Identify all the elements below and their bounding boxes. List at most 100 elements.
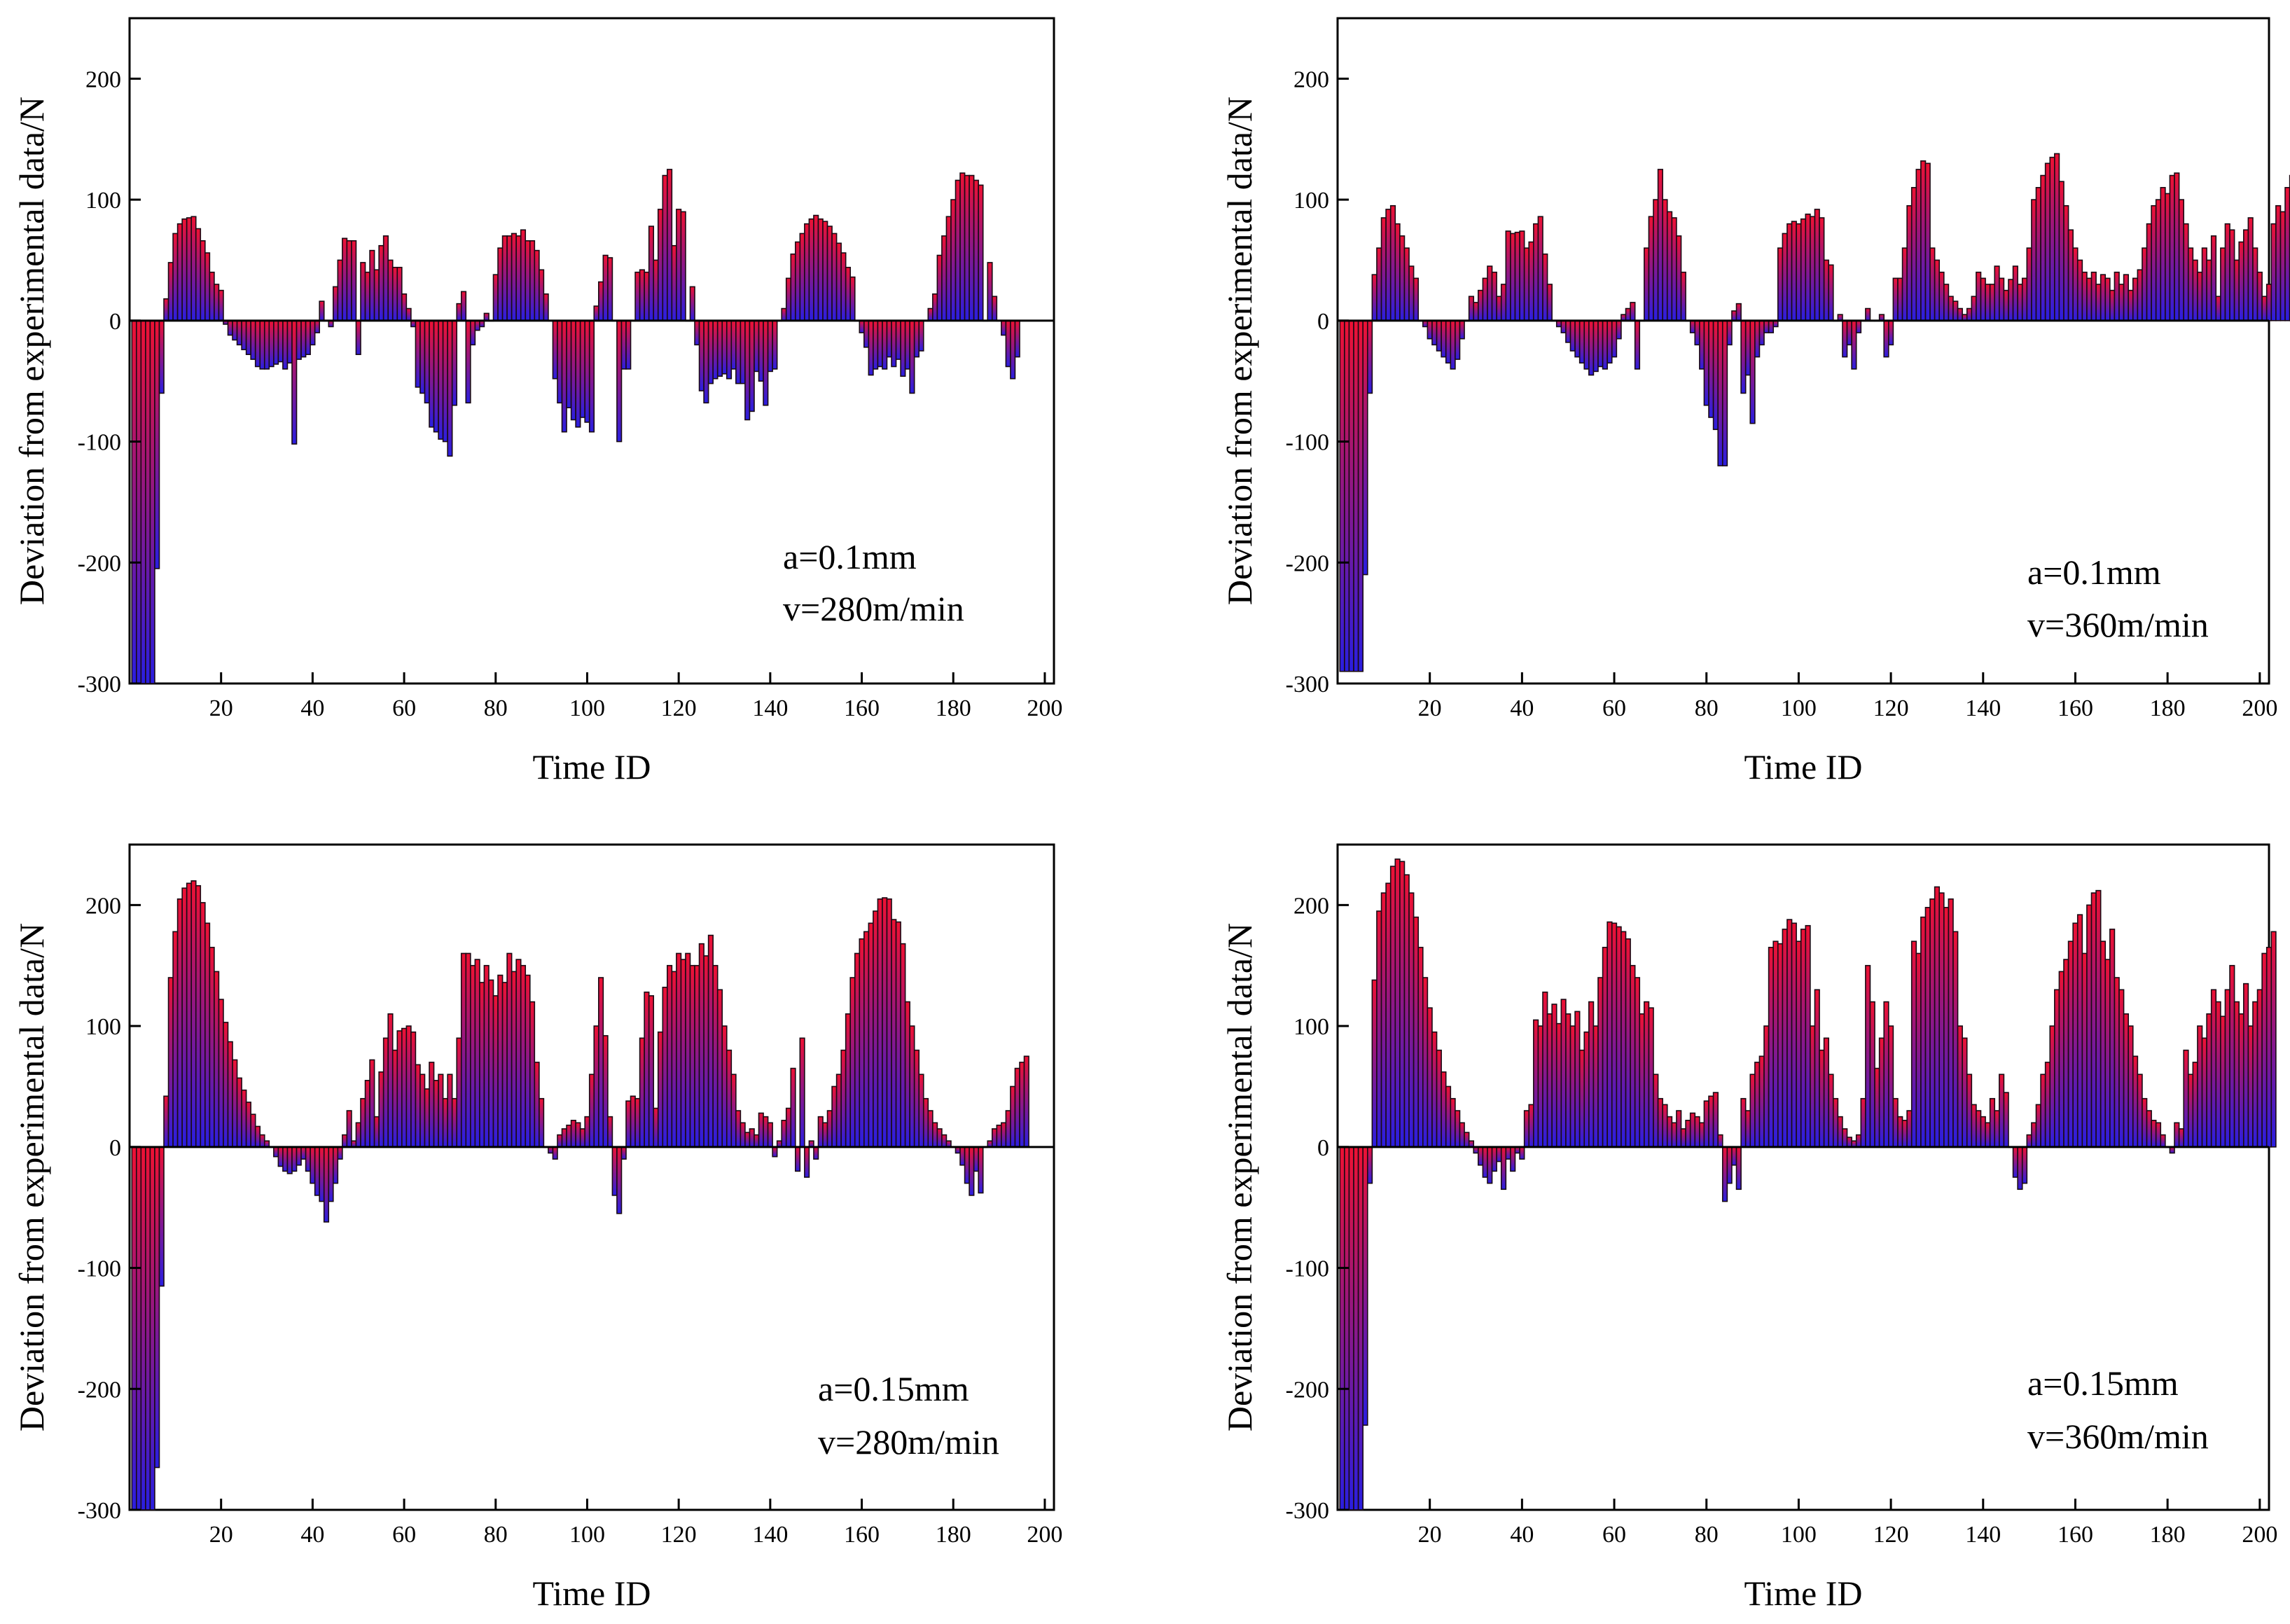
bar xyxy=(1413,916,1420,1148)
bar xyxy=(557,1134,563,1148)
bar xyxy=(758,320,764,382)
bar xyxy=(1985,284,1991,321)
bar xyxy=(1380,892,1387,1148)
bar xyxy=(1514,231,1520,321)
bar xyxy=(644,991,650,1148)
bar xyxy=(2081,952,2088,1148)
bar xyxy=(1976,1110,1982,1148)
bar xyxy=(1915,169,1922,321)
bar xyxy=(849,977,856,1148)
bar xyxy=(2026,247,2032,321)
bar xyxy=(456,303,462,321)
bar xyxy=(2100,274,2107,321)
y-tick-label: 0 xyxy=(1317,309,1329,335)
bar xyxy=(1855,1134,1862,1148)
bar xyxy=(1842,1128,1848,1148)
bar xyxy=(840,1049,847,1148)
x-tick-label: 160 xyxy=(844,695,880,721)
bar xyxy=(2128,289,2134,321)
bar xyxy=(845,1013,852,1148)
bar xyxy=(1482,1146,1488,1178)
bar xyxy=(2067,229,2074,321)
bar xyxy=(1685,1120,1691,1148)
bar xyxy=(735,320,742,384)
bar xyxy=(2183,223,2189,321)
bar xyxy=(1560,999,1567,1148)
bar xyxy=(227,1041,233,1148)
x-tick-label: 100 xyxy=(569,1522,605,1548)
bar xyxy=(1948,296,1954,321)
x-tick-label: 60 xyxy=(392,695,416,721)
bar xyxy=(525,974,531,1148)
bar xyxy=(978,184,984,321)
bar xyxy=(817,1116,824,1148)
x-tick-label: 120 xyxy=(1873,695,1909,721)
bar xyxy=(223,1022,229,1148)
bar xyxy=(286,1146,293,1174)
bar xyxy=(826,225,833,321)
bar xyxy=(685,952,691,1148)
bar xyxy=(2109,289,2116,321)
bar xyxy=(273,320,279,365)
bar xyxy=(2095,889,2102,1148)
annotation-depth: a=0.1mm xyxy=(2027,553,2161,592)
bar xyxy=(1523,247,1530,321)
bar xyxy=(1717,1134,1723,1148)
bar xyxy=(2063,204,2069,321)
bar xyxy=(506,952,513,1148)
bar xyxy=(1413,277,1420,321)
bar xyxy=(1357,1146,1364,1511)
bar xyxy=(712,964,719,1148)
bar xyxy=(1915,952,1922,1148)
bar xyxy=(932,1122,938,1148)
bar xyxy=(200,240,206,321)
bar xyxy=(1533,1019,1539,1148)
bar xyxy=(707,320,714,384)
bar xyxy=(1694,320,1700,346)
bar xyxy=(254,320,261,368)
bar xyxy=(1671,217,1677,321)
bar xyxy=(863,931,870,1148)
bar xyxy=(950,199,957,321)
bar xyxy=(131,1146,137,1511)
bar xyxy=(2160,1134,2166,1148)
bar xyxy=(369,1059,375,1148)
bar xyxy=(2040,1074,2046,1148)
bar xyxy=(1901,247,1908,321)
bar xyxy=(2220,247,2226,321)
bar xyxy=(136,320,142,684)
bar xyxy=(1417,947,1424,1148)
x-tick-label: 100 xyxy=(1781,695,1817,721)
bar xyxy=(1639,1013,1645,1148)
bar xyxy=(698,943,705,1148)
bar-series xyxy=(1339,858,2277,1511)
bar xyxy=(483,312,490,321)
bar xyxy=(167,977,174,1148)
x-axis-ticks: 20 40 60 80 100 120 140 160 180 200 xyxy=(1418,672,2277,721)
bar xyxy=(1542,991,1548,1148)
bar xyxy=(1399,861,1406,1148)
bar xyxy=(689,286,695,321)
bar xyxy=(539,269,545,321)
bar xyxy=(634,1097,641,1148)
bar xyxy=(653,259,659,321)
bar xyxy=(2026,1134,2032,1148)
y-tick-label: 200 xyxy=(85,67,121,92)
bar xyxy=(442,1097,448,1148)
bar xyxy=(1962,1037,1968,1148)
bar xyxy=(337,259,343,321)
bar xyxy=(588,1074,595,1148)
bar xyxy=(405,307,412,321)
bar xyxy=(1611,320,1618,358)
bar xyxy=(396,267,403,321)
bar xyxy=(1768,947,1775,1148)
bar xyxy=(1478,289,1484,321)
bar xyxy=(1676,235,1682,321)
bar xyxy=(1721,1146,1728,1202)
bar xyxy=(1569,1025,1576,1148)
bar xyxy=(1464,1132,1470,1148)
bar xyxy=(1662,199,1668,321)
bar xyxy=(918,1074,924,1148)
bar xyxy=(927,1110,934,1148)
